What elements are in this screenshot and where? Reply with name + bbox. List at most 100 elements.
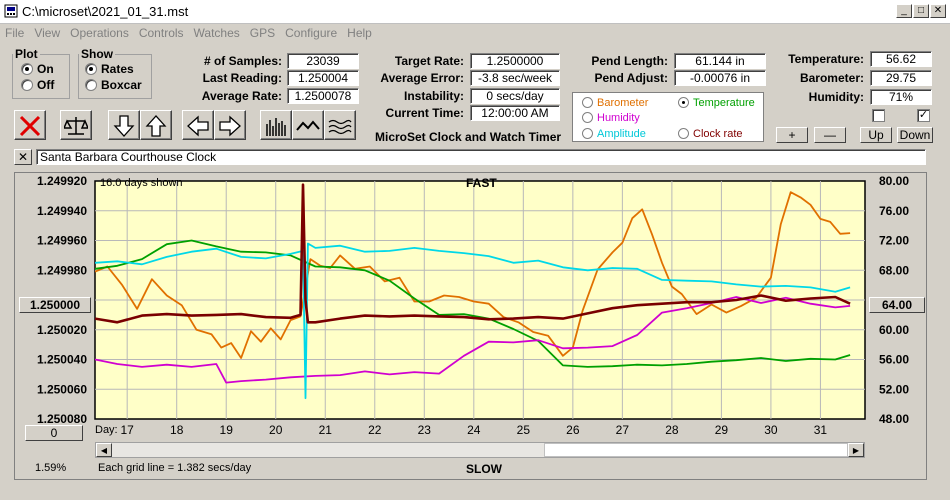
multiwave-button[interactable] [324,110,356,140]
average-error-label: Average Error: [380,71,464,85]
sensor-clockrate-radio[interactable]: Clock rate [677,127,743,141]
right-tick-label: 56.00 [879,353,909,367]
instability-label: Instability: [403,89,464,103]
left-tick-label: 1.250040 [37,353,87,367]
menu-bar: File View Operations Controls Watches GPS Conf… [0,24,950,42]
menu-view[interactable]: View [34,26,61,40]
average-rate-label: Average Rate: [201,89,282,103]
show-rates-radio[interactable]: Rates [83,61,151,77]
pend-adjust-label: Pend Adjust: [594,71,668,85]
radio-empty-icon [582,128,593,139]
last-reading-label: Last Reading: [202,71,282,85]
horizontal-scrollbar[interactable]: ◀ ▶ [95,442,865,458]
radio-empty-icon [582,112,593,123]
scroll-right-button[interactable]: ▶ [848,443,864,457]
checkbox-left[interactable] [872,109,885,122]
checkbox-right[interactable]: ✓ [917,109,930,122]
left-tick-label: 1.249920 [37,174,87,188]
show-boxcar-radio[interactable]: Boxcar [83,77,151,93]
menu-operations[interactable]: Operations [70,26,129,40]
right-tick-label: 52.00 [879,382,909,396]
x-tick-label: 28 [665,423,679,437]
scroll-thumb[interactable] [544,443,848,457]
balance-button[interactable] [60,110,92,140]
arrow-right-icon [219,115,241,137]
right-tick-label: 60.00 [879,323,909,337]
menu-controls[interactable]: Controls [138,26,184,40]
x-tick-label: 21 [319,423,333,437]
red-x-icon [19,115,41,137]
radio-empty-icon [678,128,689,139]
right-tick-label: 72.00 [879,234,909,248]
arrow-right-button[interactable] [214,110,246,140]
temperature-label: Temperature: [788,52,864,66]
plot-off-radio[interactable]: Off [19,77,69,93]
humidity-value: 71% [870,89,932,105]
arrow-up-button[interactable] [140,110,172,140]
menu-configure[interactable]: Configure [285,26,338,40]
right-tick-label: 76.00 [879,204,909,218]
current-time-value: 12:00:00 AM [470,105,560,121]
x-tick-label: 22 [368,423,382,437]
left-tick-label: 1.250080 [37,412,87,426]
close-window-button[interactable]: ✕ [930,4,946,18]
down-button[interactable]: Down [897,127,933,143]
x-tick-label: 25 [517,423,531,437]
x-tick-label: 26 [566,423,580,437]
instability-value: 0 secs/day [470,88,560,104]
scroll-left-button[interactable]: ◀ [96,443,112,457]
left-tick-label: 1.250060 [37,382,87,396]
minus-button[interactable]: — [814,127,846,143]
arrow-left-button[interactable] [182,110,214,140]
center-sensor-button[interactable]: 64.00 [869,297,925,313]
title-bar: C:\microset\2021_01_31.mst _ □ ✕ [0,0,950,24]
zero-button[interactable]: 0 [25,425,83,441]
right-tick-label: 80.00 [879,174,909,188]
wave-button[interactable] [292,110,324,140]
minimize-button[interactable]: _ [896,4,912,18]
menu-gps[interactable]: GPS [249,26,276,40]
plot-on-radio[interactable]: On [19,61,69,77]
humidity-label: Humidity: [808,90,864,104]
sensor-select-box: Barometer Temperature Humidity Amplitude… [572,92,764,142]
pend-length-label: Pend Length: [591,54,668,68]
center-rate-button[interactable]: 1.250000 [19,297,91,313]
maximize-button[interactable]: □ [913,4,929,18]
radio-empty-icon [85,79,97,91]
menu-help[interactable]: Help [347,26,372,40]
menu-watches[interactable]: Watches [193,26,240,40]
plus-button[interactable]: + [776,127,808,143]
fast-label: FAST [466,176,497,190]
histogram-icon [266,118,286,136]
close-watch-button[interactable]: ✕ [14,149,32,165]
plot-group: Plot On Off [12,47,70,99]
radio-selected-icon [678,97,689,108]
watch-name-field[interactable]: Santa Barbara Courthouse Clock [36,149,926,165]
left-tick-label: 1.249940 [37,204,87,218]
menu-file[interactable]: File [5,26,25,40]
left-tick-label: 1.249980 [37,263,87,277]
stop-button[interactable] [14,110,46,140]
plot-group-title: Plot [15,47,38,61]
arrow-down-button[interactable] [108,110,140,140]
sensor-amplitude-radio[interactable]: Amplitude [581,127,646,141]
rate-chart: 17 18 19 20 21 22 23 24 25 26 27 28 29 30 31 1.249920 80… [37,174,909,437]
last-reading-value: 1.250004 [287,70,359,86]
barometer-value: 29.75 [870,70,932,86]
x-tick-label: 19 [220,423,234,437]
x-tick-label: 24 [467,423,481,437]
show-group-title: Show [81,47,113,61]
sensor-barometer-radio[interactable]: Barometer [581,96,648,110]
app-caption: MicroSet Clock and Watch Timer [375,130,562,144]
x-tick-label: 18 [170,423,184,437]
x-tick-label: 17 [121,423,135,437]
sensor-humidity-radio[interactable]: Humidity [581,111,640,125]
target-rate-value: 1.2500000 [470,53,560,69]
series-barometer [95,191,851,359]
sensor-temperature-radio[interactable]: Temperature [677,96,755,110]
temperature-value: 56.62 [870,51,932,67]
up-button[interactable]: Up [860,127,892,143]
histogram-button[interactable] [260,110,292,140]
target-rate-label: Target Rate: [394,54,464,68]
day-axis-label: Day: [95,424,118,436]
